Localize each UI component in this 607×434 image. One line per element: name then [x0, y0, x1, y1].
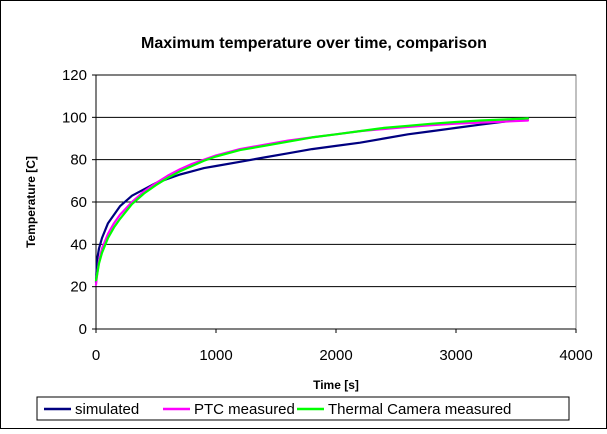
y-tick-label: 120 [62, 67, 87, 84]
series-line-3 [94, 117, 530, 282]
y-tick-label: 60 [70, 194, 87, 211]
x-tick-label: 4000 [559, 347, 592, 364]
y-tick-label: 80 [70, 152, 87, 169]
y-tick-label: 0 [79, 321, 87, 338]
series-layer [94, 117, 530, 286]
grid-layer [96, 74, 576, 288]
x-tick-label: 3000 [439, 347, 472, 364]
x-tick-label: 0 [92, 347, 100, 364]
legend-label: Thermal Camera measured [328, 401, 511, 418]
y-tick-label: 20 [70, 279, 87, 296]
legend-label: simulated [75, 401, 139, 418]
x-tick-label: 1000 [199, 347, 232, 364]
series-line-1 [94, 117, 530, 284]
y-tick-label: 100 [62, 109, 87, 126]
y-tick-label: 40 [70, 236, 87, 253]
legend-label: PTC measured [194, 401, 295, 418]
x-axis-title: Time [s] [313, 378, 359, 392]
axis-layer: 0 20 40 60 80 100 120 0 1000 2000 3000 4000 [62, 67, 593, 364]
chart-title: Maximum temperature over time, compariso… [141, 35, 487, 52]
x-tick-label: 2000 [319, 347, 352, 364]
legend-items: simulated PTC measured Thermal Camera meas… [44, 401, 511, 418]
legend: simulated PTC measured Thermal Camera meas… [36, 396, 570, 421]
y-axis-title: Temperature [C] [24, 156, 38, 248]
